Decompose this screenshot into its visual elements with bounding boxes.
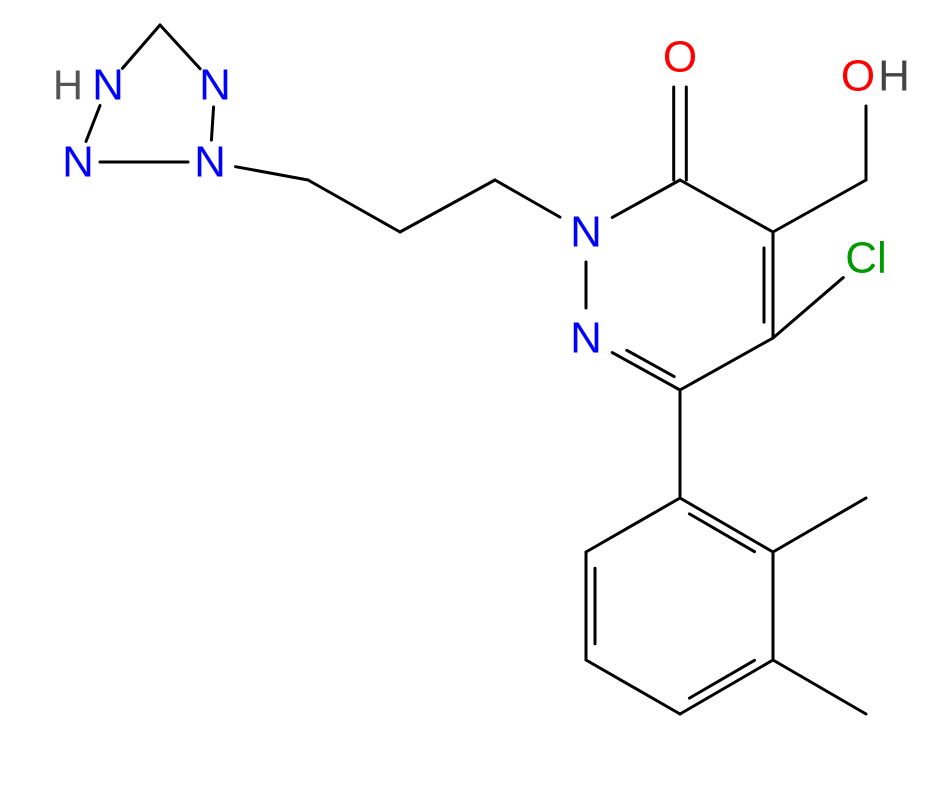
atom-label: N [92, 61, 124, 110]
labels-layer: NNOClOHNNNNH [53, 33, 910, 363]
atom-label: O [663, 33, 697, 82]
atom-label: Cl [845, 234, 887, 283]
atom-label: N [62, 138, 94, 187]
atom-label: H [878, 52, 910, 101]
atom-label: N [199, 61, 231, 110]
bonds-layer [86, 25, 866, 714]
atom-label: N [194, 138, 226, 187]
atom-label: N [570, 314, 602, 363]
atom-label: O [841, 52, 875, 101]
atom-label: H [53, 62, 83, 109]
atom-label: N [570, 208, 602, 257]
